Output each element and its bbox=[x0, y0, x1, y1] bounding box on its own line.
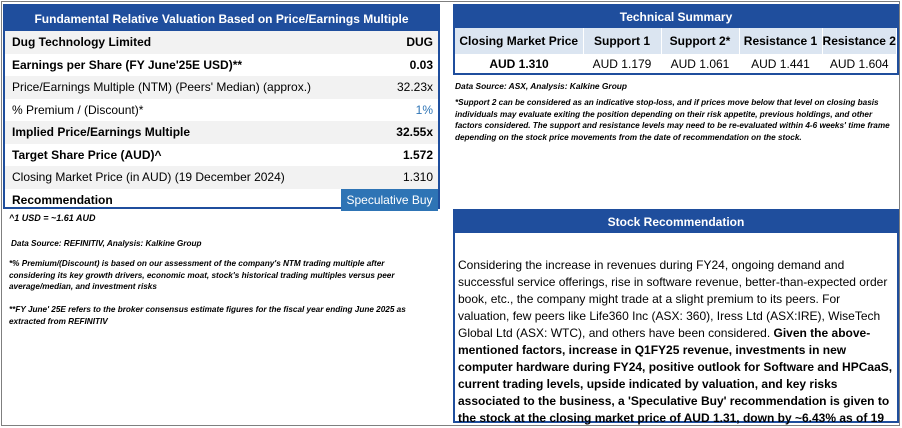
technical-source: Data Source: ASX, Analysis: Kalkine Grou… bbox=[455, 81, 628, 91]
value-support-1: AUD 1.179 bbox=[592, 57, 652, 71]
premium-note: *% Premium/(Discount) is based on our as… bbox=[9, 259, 395, 292]
row-label: Price/Earnings Multiple (NTM) (Peers' Me… bbox=[12, 80, 312, 95]
valuation-row-pe-multiple: Price/Earnings Multiple (NTM) (Peers' Me… bbox=[5, 76, 438, 99]
recommendation-badge: Speculative Buy bbox=[341, 188, 438, 211]
valuation-row-closing-price: Closing Market Price (in AUD) (19 Decemb… bbox=[5, 166, 438, 189]
valuation-row-recommendation: Recommendation Speculative Buy bbox=[5, 188, 438, 212]
header-support-2: Support 2* bbox=[661, 28, 740, 54]
valuation-row-implied-pe: Implied Price/Earnings Multiple 32.55x bbox=[5, 121, 438, 144]
technical-title: Technical Summary bbox=[455, 6, 897, 28]
recommendation-text-bold: Given the above-mentioned factors, incre… bbox=[458, 326, 893, 425]
row-value: 32.55x bbox=[396, 125, 433, 140]
row-value: 1.572 bbox=[402, 147, 433, 162]
row-value: DUG bbox=[406, 35, 433, 50]
row-label: Target Share Price (AUD)^ bbox=[12, 147, 162, 162]
header-resistance-1: Resistance 1 bbox=[739, 28, 823, 54]
valuation-source: Data Source: REFINITIV, Analysis: Kalkin… bbox=[11, 239, 202, 248]
row-value: 32.23x bbox=[396, 80, 433, 95]
valuation-table: Fundamental Relative Valuation Based on … bbox=[3, 4, 440, 212]
valuation-title: Fundamental Relative Valuation Based on … bbox=[5, 6, 438, 31]
recommendation-text: Considering the increase in revenues dur… bbox=[455, 233, 897, 428]
row-label: Recommendation bbox=[12, 192, 113, 207]
valuation-row-premium: % Premium / (Discount)* 1% bbox=[5, 99, 438, 122]
technical-summary-table: Technical Summary Closing Market Price S… bbox=[453, 4, 899, 75]
row-label: Implied Price/Earnings Multiple bbox=[12, 125, 191, 140]
header-resistance-2: Resistance 2 bbox=[822, 28, 897, 54]
row-value: 0.03 bbox=[409, 57, 433, 72]
valuation-row-eps: Earnings per Share (FY June'25E USD)** 0… bbox=[5, 54, 438, 77]
header-support-1: Support 1 bbox=[583, 28, 662, 54]
fy-note: **FY June' 25E refers to the broker cons… bbox=[9, 305, 406, 326]
value-support-2: AUD 1.061 bbox=[670, 57, 730, 71]
row-value: 1.310 bbox=[402, 170, 433, 185]
row-label: Dug Technology Limited bbox=[12, 35, 152, 50]
fx-note: ^1 USD = ~1.61 AUD bbox=[9, 213, 96, 223]
row-label: % Premium / (Discount)* bbox=[12, 102, 144, 117]
row-label: Earnings per Share (FY June'25E USD)** bbox=[12, 57, 243, 72]
stock-recommendation-panel: Stock Recommendation Considering the inc… bbox=[453, 209, 899, 425]
recommendation-title: Stock Recommendation bbox=[455, 211, 897, 233]
value-closing-price: AUD 1.310 bbox=[489, 57, 549, 71]
valuation-row-target-price: Target Share Price (AUD)^ 1.572 bbox=[5, 144, 438, 167]
valuation-row-company: Dug Technology Limited DUG bbox=[5, 31, 438, 54]
recommendation-text-plain: Considering the increase in revenues dur… bbox=[458, 258, 888, 340]
technical-grid: Closing Market Price Support 1 Support 2… bbox=[455, 28, 897, 74]
support-note: *Support 2 can be considered as an indic… bbox=[455, 98, 890, 142]
row-value: 1% bbox=[415, 102, 433, 117]
value-resistance-1: AUD 1.441 bbox=[751, 57, 810, 71]
row-label: Closing Market Price (in AUD) (19 Decemb… bbox=[12, 170, 285, 185]
header-closing-price: Closing Market Price bbox=[455, 28, 584, 54]
value-resistance-2: AUD 1.604 bbox=[829, 57, 889, 71]
